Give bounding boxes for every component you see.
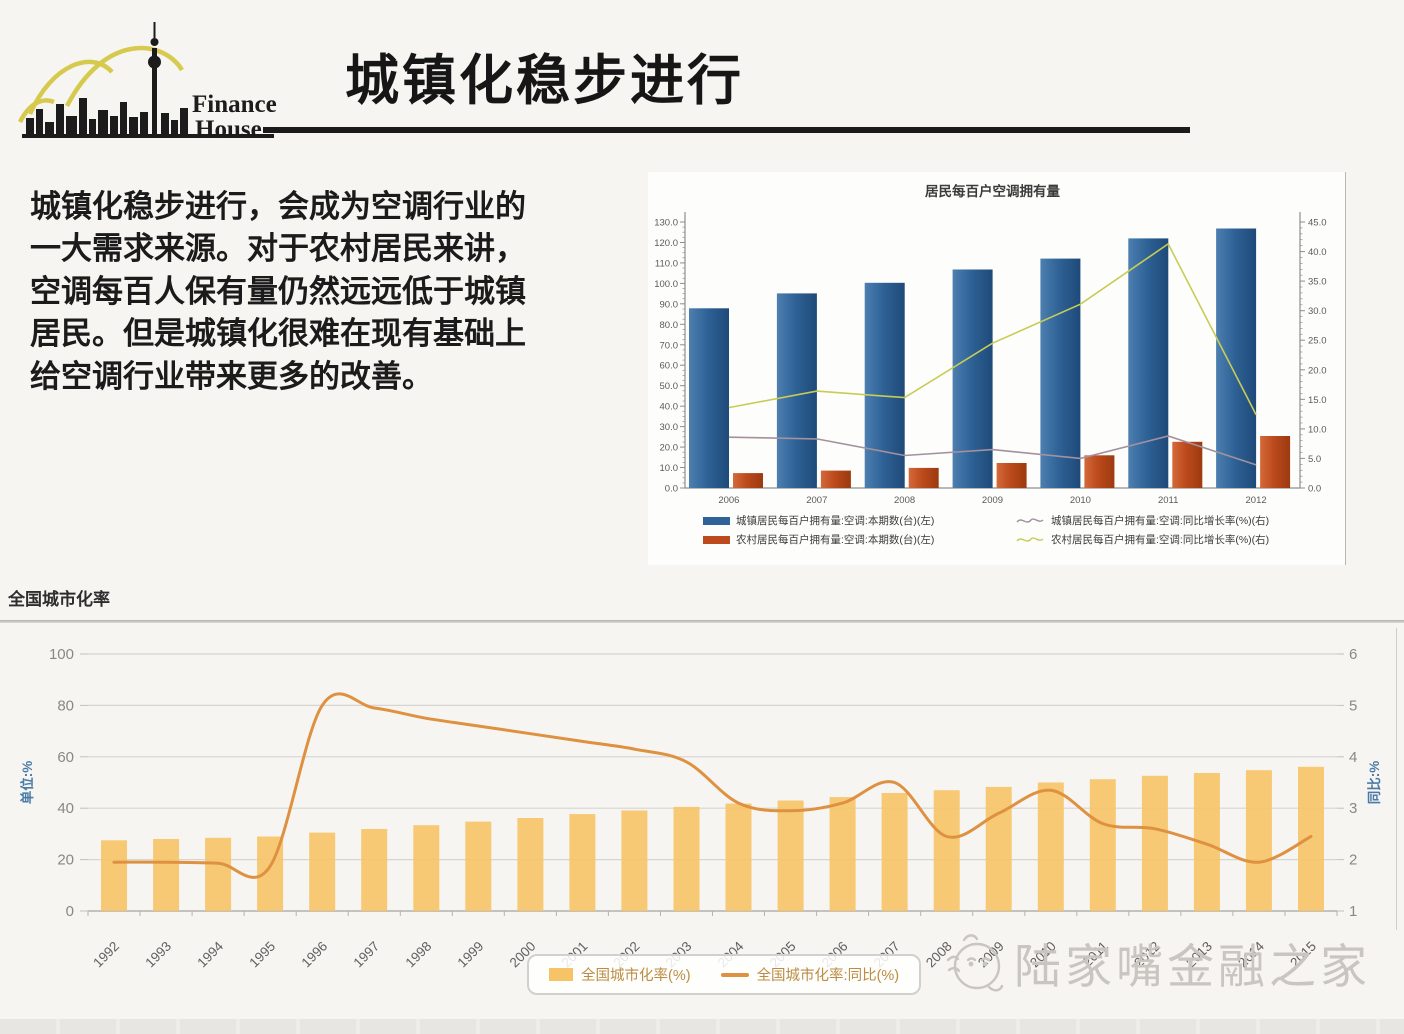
urban-bar-swatch — [703, 516, 730, 525]
lujiazui-finance-house-logo: Finance House — [17, 22, 277, 143]
svg-text:6: 6 — [1349, 646, 1357, 663]
svg-text:3: 3 — [1349, 800, 1357, 817]
urbanization-line-swatch — [720, 972, 749, 977]
svg-text:2010: 2010 — [1027, 939, 1059, 971]
legend-label: 城镇居民每百户拥有量:空调:本期数(台)(左) — [736, 515, 935, 527]
chart-frame-edge — [1396, 628, 1397, 930]
svg-text:2012: 2012 — [1131, 939, 1163, 971]
svg-text:2009: 2009 — [975, 939, 1007, 971]
svg-text:90.0: 90.0 — [660, 299, 679, 310]
rural-bar-swatch — [703, 535, 730, 544]
legend-label: 城镇居民每百户拥有量:空调:同比增长率(%)(右) — [1051, 515, 1270, 527]
svg-text:110.0: 110.0 — [655, 258, 678, 269]
svg-text:40.0: 40.0 — [660, 402, 679, 413]
urbanization-chart: 0 20 40 60 80 100 1 2 3 4 5 6 1992 1993 1994 1995 1996 19… — [19, 646, 1382, 971]
legend-item-urban-bar: 城镇居民每百户拥有量:空调:本期数(台)(左) — [703, 513, 1003, 528]
legend-item-rural-bar: 农村居民每百户拥有量:空调:本期数(台)(左) — [703, 532, 1003, 547]
svg-text:0: 0 — [66, 903, 74, 920]
legend-label: 全国城市化率:同比(%) — [756, 968, 900, 984]
svg-text:4: 4 — [1349, 749, 1357, 766]
rural-line-swatch — [1016, 536, 1044, 542]
svg-text:2010: 2010 — [1070, 495, 1091, 506]
svg-text:100: 100 — [49, 646, 74, 663]
svg-text:35.0: 35.0 — [1308, 277, 1327, 288]
svg-text:1997: 1997 — [350, 939, 382, 971]
legend-item-urbanization-rate: 全国城市化率(%) — [549, 964, 691, 985]
svg-text:1992: 1992 — [90, 939, 122, 971]
svg-text:70.0: 70.0 — [660, 340, 679, 351]
legend-item-rural-line: 农村居民每百户拥有量:空调:同比增长率(%)(右) — [1015, 532, 1269, 547]
svg-text:30.0: 30.0 — [660, 422, 679, 433]
legend-label: 全国城市化率(%) — [581, 968, 691, 984]
svg-text:130.0: 130.0 — [654, 218, 678, 229]
svg-text:2013: 2013 — [1183, 939, 1215, 971]
page-title: 城镇化稳步进行 — [345, 51, 744, 111]
svg-text:同比:%: 同比:% — [1366, 761, 1382, 805]
svg-text:20.0: 20.0 — [1308, 365, 1327, 376]
svg-text:居民每百户空调拥有量: 居民每百户空调拥有量 — [925, 183, 1060, 199]
svg-text:2011: 2011 — [1080, 939, 1111, 970]
body-text: 城镇化稳步进行，会成为空调行业的 一大需求来源。对于农村居民来讲， 空调每百人保… — [30, 189, 526, 394]
svg-text:50.0: 50.0 — [660, 381, 679, 392]
svg-text:5: 5 — [1349, 697, 1357, 714]
svg-text:40.0: 40.0 — [1308, 247, 1327, 258]
svg-text:60: 60 — [57, 749, 74, 766]
logo-yellow-arcs — [17, 45, 184, 124]
svg-text:20.0: 20.0 — [660, 443, 679, 454]
svg-text:2011: 2011 — [1158, 495, 1178, 506]
svg-text:25.0: 25.0 — [1308, 336, 1327, 347]
urban-line-swatch — [1016, 517, 1044, 523]
svg-text:2012: 2012 — [1246, 495, 1267, 506]
svg-text:2: 2 — [1349, 852, 1357, 869]
svg-text:单位:%: 单位:% — [19, 761, 35, 805]
svg-text:2006: 2006 — [718, 495, 739, 506]
svg-text:20: 20 — [57, 852, 74, 869]
ac-ownership-chart: 居民每百户空调拥有量 0.0 10.0 20.0 30.0 40.0 50.0 60.0 70.… — [654, 183, 1327, 506]
legend-item-urban-line: 城镇居民每百户拥有量:空调:同比增长率(%)(右) — [1015, 513, 1269, 528]
svg-text:0.0: 0.0 — [665, 484, 678, 495]
title-underline — [263, 127, 1190, 133]
svg-text:1999: 1999 — [455, 939, 487, 971]
bottom-strip — [0, 1019, 1404, 1034]
svg-text:1996: 1996 — [298, 939, 330, 971]
logo-skyline — [22, 22, 274, 138]
svg-text:15.0: 15.0 — [1308, 395, 1327, 406]
ac-ownership-chart-panel: 居民每百户空调拥有量 0.0 10.0 20.0 30.0 40.0 50.0 60.0 70.… — [648, 172, 1346, 565]
svg-text:1995: 1995 — [246, 939, 278, 971]
svg-text:120.0: 120.0 — [654, 238, 678, 249]
svg-text:80: 80 — [57, 697, 74, 714]
ac-chart-legend: 城镇居民每百户拥有量:空调:本期数(台)(左) 城镇居民每百户拥有量:空调:同比… — [703, 513, 1269, 547]
svg-text:2007: 2007 — [806, 495, 827, 506]
svg-text:2008: 2008 — [923, 939, 955, 971]
svg-text:10.0: 10.0 — [1308, 424, 1327, 435]
logo-house-text: House — [195, 116, 262, 143]
legend-label: 农村居民每百户拥有量:空调:同比增长率(%)(右) — [1051, 534, 1270, 546]
svg-text:1994: 1994 — [194, 938, 226, 970]
svg-text:2009: 2009 — [982, 495, 1003, 506]
svg-text:1998: 1998 — [403, 939, 435, 971]
svg-text:10.0: 10.0 — [660, 463, 679, 474]
svg-text:60.0: 60.0 — [660, 361, 679, 372]
svg-text:1993: 1993 — [142, 939, 174, 971]
svg-text:2014: 2014 — [1235, 938, 1267, 970]
svg-text:40: 40 — [57, 800, 74, 817]
svg-text:30.0: 30.0 — [1308, 306, 1327, 317]
svg-text:1: 1 — [1349, 903, 1357, 920]
svg-text:2015: 2015 — [1287, 939, 1319, 971]
svg-text:2008: 2008 — [894, 495, 915, 506]
svg-text:45.0: 45.0 — [1308, 218, 1327, 229]
legend-item-urbanization-yoy: 全国城市化率:同比(%) — [720, 964, 900, 985]
urbanization-bar-swatch — [549, 968, 573, 981]
section-divider — [0, 620, 1404, 623]
svg-text:80.0: 80.0 — [660, 320, 679, 331]
svg-text:5.0: 5.0 — [1308, 454, 1321, 465]
logo-finance-text: Finance — [192, 91, 277, 118]
urbanization-chart-title: 全国城市化率 — [8, 590, 110, 609]
svg-text:0.0: 0.0 — [1308, 484, 1321, 495]
svg-text:100.0: 100.0 — [654, 279, 678, 290]
urbanization-chart-legend: 全国城市化率(%) 全国城市化率:同比(%) — [527, 954, 922, 995]
legend-label: 农村居民每百户拥有量:空调:本期数(台)(左) — [736, 534, 935, 546]
